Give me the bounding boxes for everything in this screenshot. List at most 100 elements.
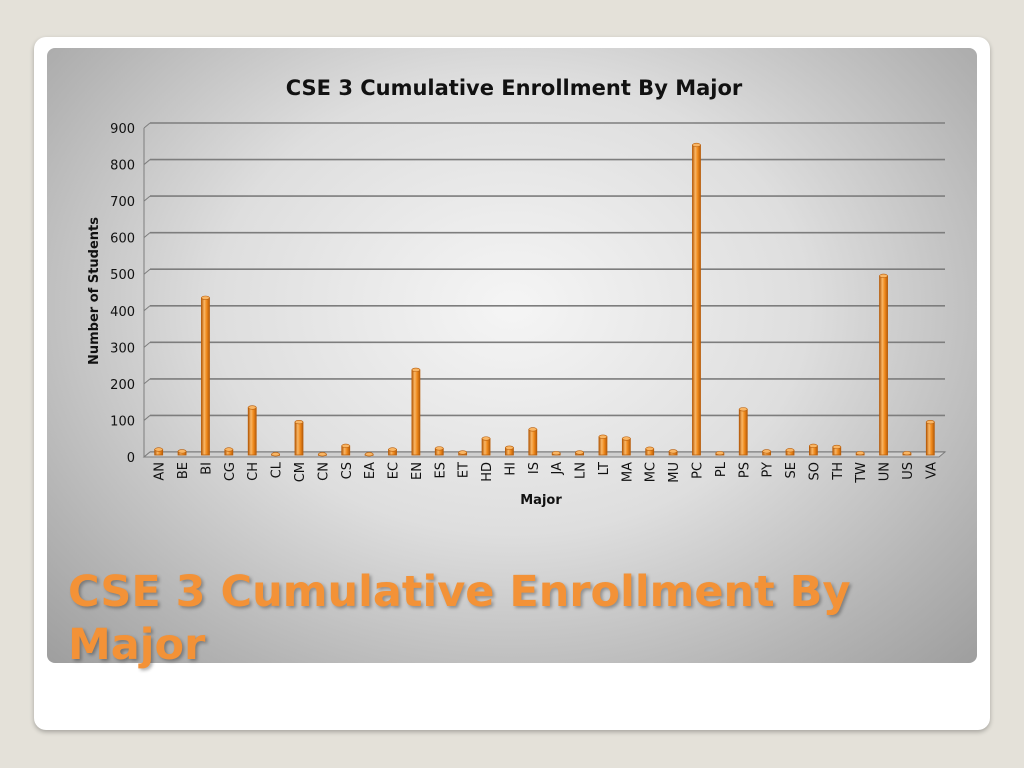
bar-PY (762, 449, 772, 456)
bar-CM (294, 420, 304, 456)
bar-cap (738, 407, 748, 412)
bar-LT (598, 434, 608, 456)
bar-cap (692, 142, 701, 148)
bar-CN (317, 452, 327, 457)
y-tick-labels: 0 100 200 300 400 500 600 700 800 900 (110, 122, 135, 466)
bar-cap (645, 446, 655, 451)
bar-cap (271, 452, 280, 457)
bar-CS (341, 443, 351, 456)
bar-cap (364, 452, 374, 457)
x-tick-label: MU (667, 462, 682, 483)
gridline-diagonal (143, 232, 151, 239)
bar-body (481, 438, 491, 456)
bar-cap (926, 420, 935, 425)
bar-cap (598, 434, 608, 439)
bar-cap (224, 447, 234, 452)
x-tick-label: TW (854, 462, 869, 484)
bar-cap (341, 443, 351, 448)
gridline-diagonal (143, 268, 151, 275)
y-tick-label: 500 (110, 268, 135, 283)
bar-LN (575, 450, 584, 456)
bar-cap (434, 446, 444, 451)
bar-body (201, 297, 210, 456)
bar-MC (645, 446, 655, 456)
x-tick-label: ET (457, 462, 472, 478)
bar-PS (738, 407, 748, 456)
x-tick-label: US (901, 462, 916, 480)
bar-cap (505, 445, 514, 450)
bar-body (879, 275, 888, 456)
gridline-diagonal (143, 305, 151, 312)
bar-cap (855, 451, 865, 456)
x-tick-label: CH (246, 462, 261, 481)
bar-cap (762, 449, 771, 454)
bar-ET (458, 450, 468, 456)
x-tick-label: BE (176, 462, 191, 479)
bar-cap (785, 448, 795, 453)
bar-cap (154, 447, 163, 452)
x-tick-label: CG (223, 462, 238, 481)
x-tick-label: VA (924, 462, 939, 479)
x-tick-label: PS (737, 462, 752, 478)
x-tick-label: PC (690, 462, 705, 479)
bar-cap (832, 444, 842, 450)
x-tick-label: CL (270, 461, 285, 478)
bar-EA (364, 452, 374, 457)
bar-body (247, 407, 257, 456)
bar-BE (177, 449, 187, 456)
x-tick-label: SE (784, 462, 799, 478)
bar-SE (785, 448, 795, 456)
bar-body (925, 421, 935, 456)
bar-CL (271, 452, 281, 457)
x-tick-label: EA (363, 462, 378, 479)
bar-body (621, 438, 631, 456)
x-tick-label: EC (387, 462, 402, 479)
x-tick-label: PY (761, 462, 776, 478)
x-tick-label: IS (527, 462, 542, 474)
bar-IS (528, 427, 538, 456)
gridline-diagonal (143, 378, 151, 385)
x-tick-label: JA (550, 462, 565, 476)
bar-US (902, 451, 912, 456)
bar-EC (388, 447, 397, 456)
bar-body (692, 144, 701, 456)
x-tick-label: LN (574, 462, 589, 479)
bar-cap (715, 451, 725, 456)
bar-body (294, 421, 304, 456)
bar-body (411, 369, 421, 456)
x-tick-label: UN (878, 462, 893, 481)
bar-TH (832, 444, 842, 456)
gridline-diagonal (143, 415, 151, 421)
bar-cap (622, 436, 631, 441)
bar-HI (505, 445, 514, 456)
y-tick-label: 400 (110, 305, 135, 320)
bar-BI (201, 295, 210, 456)
x-tick-label: HD (480, 462, 495, 482)
bar-cap (528, 427, 538, 432)
bar-JA (551, 451, 561, 456)
bars (154, 142, 935, 457)
bar-TW (855, 451, 865, 456)
bar-cap (575, 450, 584, 455)
x-tick-label: CM (293, 462, 308, 482)
x-tick-label: PL (714, 461, 729, 477)
slide-title: CSE 3 Cumulative Enrollment By Major (68, 567, 851, 670)
x-tick-label: SO (807, 462, 822, 480)
x-tick-label: MC (644, 462, 659, 482)
bar-cap (668, 449, 678, 454)
x-tick-label: EN (410, 462, 425, 480)
chart-title: CSE 3 Cumulative Enrollment By Major (286, 76, 743, 100)
y-tick-label: 900 (110, 122, 135, 137)
y-tick-label: 0 (127, 451, 135, 466)
bar-CH (247, 405, 257, 456)
bar-body (528, 429, 538, 456)
bar-body (738, 408, 748, 456)
y-tick-label: 100 (110, 414, 135, 429)
bar-cap (902, 451, 912, 456)
x-tick-label: HI (503, 462, 518, 476)
y-tick-label: 200 (110, 378, 135, 393)
bar-cap (551, 451, 561, 456)
bar-cap (318, 452, 327, 457)
bar-cap (879, 273, 888, 278)
